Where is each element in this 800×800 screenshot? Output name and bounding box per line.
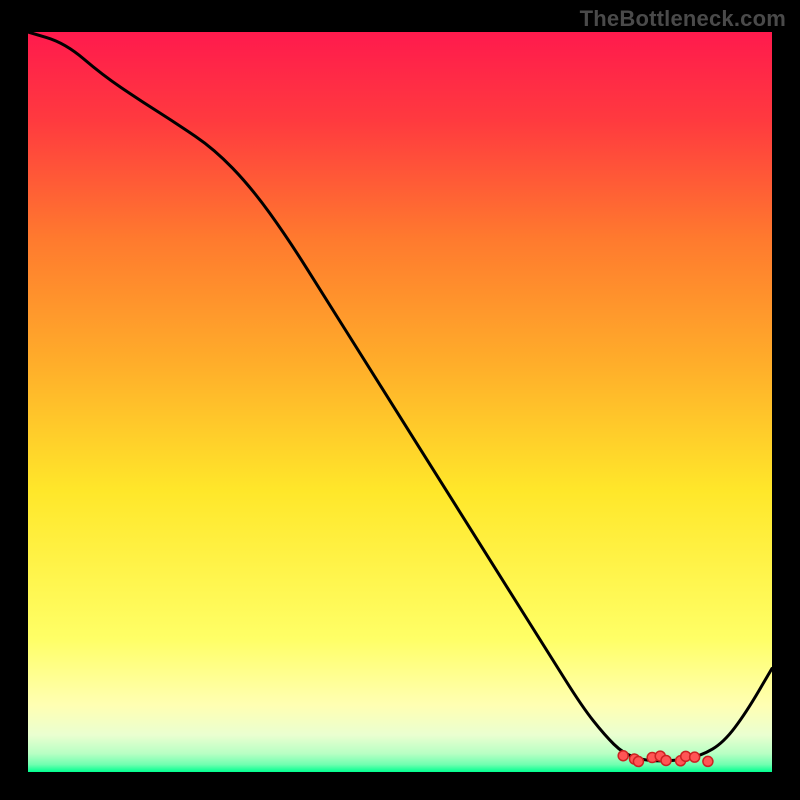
- watermark-text: TheBottleneck.com: [580, 6, 786, 32]
- plot-area: [28, 32, 772, 772]
- gradient-background: [28, 32, 772, 772]
- chart-container: TheBottleneck.com: [0, 0, 800, 800]
- optimal-marker: [661, 755, 671, 765]
- optimal-marker: [633, 757, 643, 767]
- plot-svg: [28, 32, 772, 772]
- optimal-marker: [703, 756, 713, 766]
- optimal-marker: [690, 752, 700, 762]
- optimal-marker: [618, 751, 628, 761]
